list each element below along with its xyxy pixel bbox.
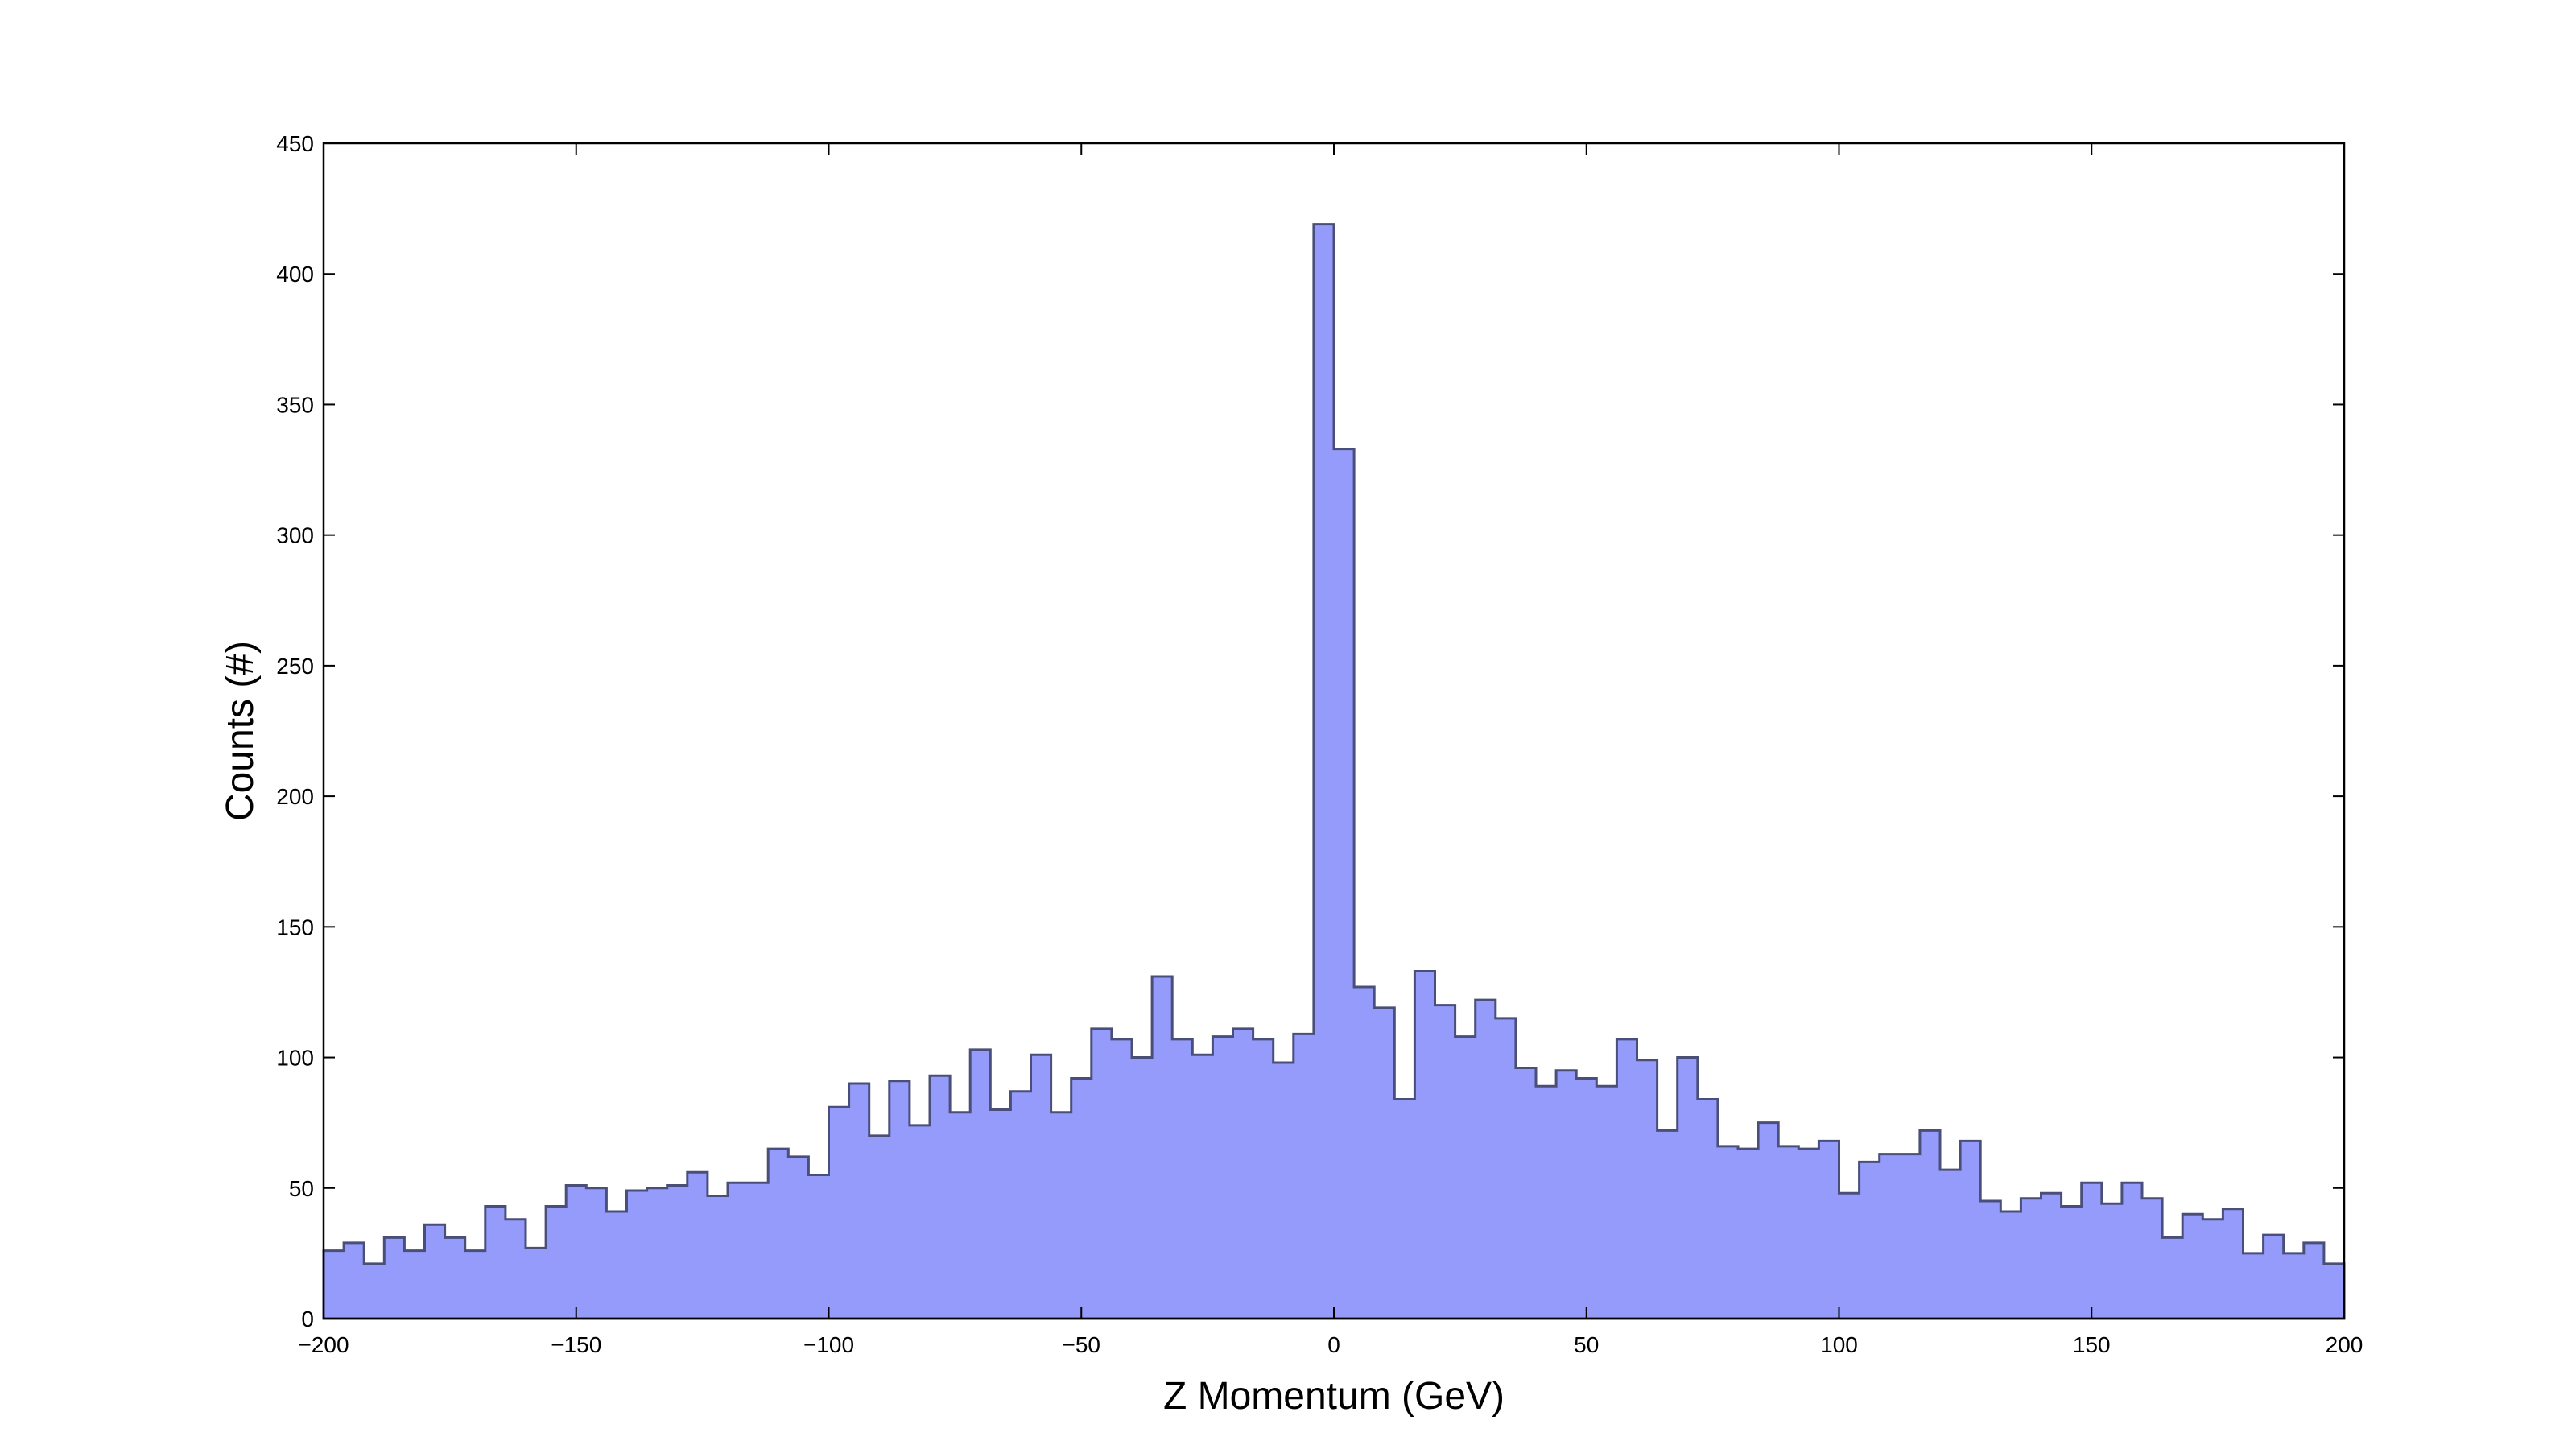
x-tick-label: 200 — [2326, 1332, 2363, 1357]
x-tick-label: 0 — [1327, 1332, 1340, 1357]
y-tick-label: 350 — [276, 392, 314, 417]
x-tick-label: −150 — [551, 1332, 601, 1357]
y-tick-label: 0 — [301, 1307, 314, 1331]
x-tick-label: −200 — [298, 1332, 349, 1357]
y-tick-label: 250 — [276, 654, 314, 679]
y-axis: 0 50 100 150 200 250 300 350 400 450 — [276, 131, 2344, 1331]
x-tick-label: 100 — [1820, 1332, 1858, 1357]
x-tick-label: 50 — [1574, 1332, 1599, 1357]
x-tick-label: 150 — [2073, 1332, 2111, 1357]
x-axis: −200 −150 −100 −50 0 50 100 150 200 — [298, 143, 2363, 1357]
x-tick-label: −50 — [1063, 1332, 1101, 1357]
y-tick-label: 150 — [276, 914, 314, 939]
x-tick-label: −100 — [803, 1332, 854, 1357]
y-axis-label: Counts (#) — [219, 641, 262, 821]
x-axis-label: Z Momentum (GeV) — [1163, 1375, 1505, 1418]
y-tick-label: 200 — [276, 784, 314, 809]
histogram-series — [322, 223, 2346, 1320]
y-tick-label: 50 — [289, 1176, 314, 1201]
y-tick-label: 100 — [276, 1046, 314, 1071]
y-tick-label: 400 — [276, 262, 314, 287]
y-tick-label: 300 — [276, 523, 314, 548]
y-tick-label: 450 — [276, 131, 314, 156]
